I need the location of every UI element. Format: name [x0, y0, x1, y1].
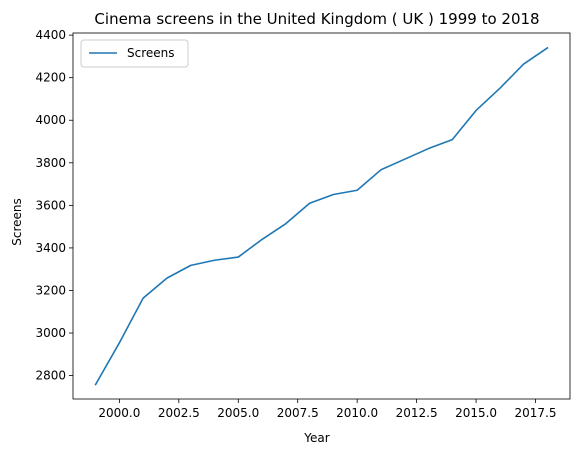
series-line-screens — [94, 46, 549, 386]
x-tick-label: 2000.0 — [98, 406, 140, 420]
x-tick-label: 2005.0 — [217, 406, 259, 420]
y-tick-label: 3000 — [35, 326, 66, 340]
y-tick-label: 4400 — [35, 28, 66, 42]
legend-box — [80, 39, 189, 68]
y-tick-label: 3400 — [35, 241, 66, 255]
x-tick-label: 2010.0 — [336, 406, 378, 420]
plot-frame — [72, 32, 571, 400]
x-tick-label: 2012.5 — [396, 406, 438, 420]
x-axis-label: Year — [303, 431, 329, 445]
y-tick-label: 3600 — [35, 198, 66, 212]
y-axis-label: Screens — [10, 198, 24, 246]
legend-label-screens: Screens — [127, 46, 175, 60]
x-tick-label: 2017.5 — [515, 406, 557, 420]
x-axis: 2000.0 2002.5 2005.0 2007.5 2010.0 2012.5 2015… — [98, 399, 557, 420]
x-tick-label: 2015.0 — [455, 406, 497, 420]
y-axis: 2800 3000 3200 3400 3600 3800 4000 4200 4400 — [35, 28, 73, 383]
x-tick-label: 2002.5 — [158, 406, 200, 420]
legend: Screens — [80, 39, 189, 68]
plot-area — [72, 32, 571, 400]
y-tick-label: 3800 — [35, 156, 66, 170]
series-group — [94, 46, 549, 386]
chart-title: Cinema screens in the United Kingdom ( U… — [94, 10, 539, 28]
y-tick-label: 3200 — [35, 283, 66, 297]
y-tick-label: 4000 — [35, 113, 66, 127]
y-tick-label: 2800 — [35, 369, 66, 383]
y-tick-label: 4200 — [35, 71, 66, 85]
x-tick-label: 2007.5 — [277, 406, 319, 420]
